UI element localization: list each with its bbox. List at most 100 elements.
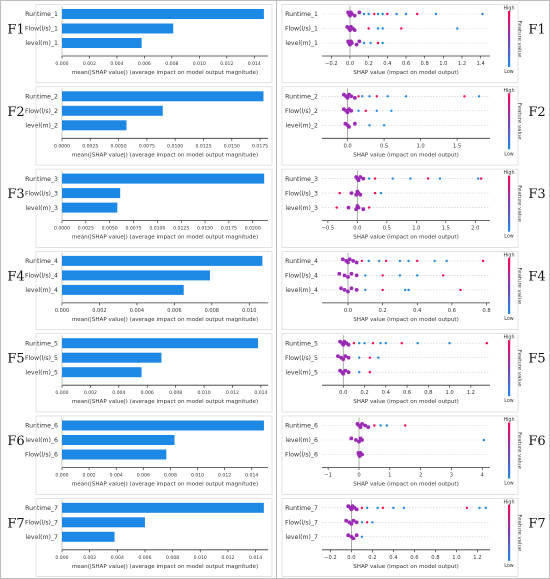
scatter-point — [382, 124, 386, 127]
bar-x-tick-label: 0.004 — [111, 555, 124, 561]
bar — [62, 23, 174, 34]
scatter-point — [442, 274, 445, 277]
panel-label-right: F7 — [528, 516, 545, 531]
bar-x-tick-label: 0.010 — [191, 473, 204, 479]
scatter-point — [373, 12, 376, 16]
scatter-point — [349, 12, 354, 16]
bar-x-tick-label: 0.000 — [55, 473, 68, 479]
scatter-x-tick-label: 1.0 — [416, 143, 424, 149]
bar-x-tick-label: 0.014 — [245, 473, 258, 479]
bar-x-tick-label: 0.002 — [83, 555, 96, 561]
scatter-point — [361, 176, 366, 181]
scatter-point — [352, 28, 357, 32]
scatter-point — [357, 39, 362, 44]
scatter-point — [369, 41, 372, 45]
bar-x-tick-label: 0.0075 — [125, 226, 141, 232]
bar-x-tick-label: 0.008 — [169, 390, 182, 396]
scatter-point — [463, 95, 466, 98]
scatter-x-tick-label: 0.4 — [389, 555, 398, 561]
scatter-point — [364, 288, 367, 292]
scatter-point — [356, 178, 361, 183]
scatter-point — [390, 109, 393, 113]
scatter-category-label: Flow(l/s)_4 — [285, 273, 318, 280]
scatter-category-label: level(m)_4 — [285, 287, 318, 294]
scatter-category-label: level(m)_7 — [285, 534, 318, 541]
scatter-point — [379, 191, 383, 195]
colorbar-high-label: High — [503, 88, 514, 94]
bar — [62, 517, 145, 528]
panel-label-left: F7 — [7, 516, 24, 531]
scatter-x-tick-label: 0.2 — [360, 390, 368, 396]
scatter-x-tick-label: 1.5 — [442, 226, 450, 232]
bar-x-axis-label: mean(|SHAP value|) (average impact on mo… — [72, 70, 258, 76]
scatter-point — [459, 288, 462, 292]
scatter-point — [349, 522, 354, 526]
scatter-point — [477, 95, 481, 98]
scatter-point — [384, 342, 387, 345]
scatter-point — [337, 271, 342, 276]
colorbar-axis-label: Feature value — [516, 185, 522, 222]
scatter-x-tick-label: 1.0 — [452, 555, 460, 561]
scatter-point — [395, 12, 398, 16]
scatter-point — [358, 175, 363, 179]
scatter-point — [368, 124, 371, 127]
scatter-point — [373, 424, 376, 427]
scatter-x-tick-label: 4 — [481, 473, 485, 479]
bar-x-tick-label: 0.0200 — [245, 226, 261, 232]
panel-label-left: F4 — [7, 269, 24, 284]
scatter-point — [375, 95, 378, 98]
scatter-category-label: Runtime_1 — [285, 11, 318, 18]
scatter-x-tick-label: 0.4 — [382, 390, 391, 396]
bar-x-tick-label: 0.002 — [83, 473, 96, 479]
scatter-category-label: Runtime_4 — [285, 258, 318, 265]
scatter-point — [379, 342, 382, 345]
scatter-panel-frame — [281, 86, 519, 166]
scatter-point — [360, 535, 364, 538]
colorbar-high-label: High — [503, 335, 514, 341]
scatter-point — [381, 27, 384, 30]
scatter-point — [346, 205, 351, 210]
scatter-point — [366, 425, 371, 429]
scatter-x-tick-label: 0.2 — [368, 555, 376, 561]
scatter-category-label: Flow(l/s)_1 — [285, 26, 318, 33]
scatter-point — [354, 42, 359, 47]
scatter-point — [364, 109, 368, 113]
bar-x-tick-label: 0.0025 — [82, 143, 98, 149]
scatter-x-tick-label: 1 — [388, 473, 391, 479]
scatter-point — [342, 288, 347, 292]
scatter-point — [481, 12, 484, 16]
scatter-point — [368, 371, 372, 374]
scatter-point — [376, 506, 379, 509]
scatter-point — [363, 342, 366, 345]
scatter-point — [368, 95, 371, 98]
scatter-point — [360, 259, 364, 263]
scatter-point — [362, 12, 366, 16]
colorbar-high-label: High — [503, 6, 514, 12]
panel-label-right: F2 — [528, 105, 545, 120]
bar-category-label: Runtime_3 — [25, 176, 58, 183]
scatter-point — [416, 259, 419, 263]
bar-panel-frame — [35, 4, 273, 84]
scatter-point — [485, 342, 489, 345]
scatter-point — [340, 257, 345, 262]
scatter-point — [384, 259, 388, 263]
scatter-point — [346, 260, 350, 265]
bar-x-tick-label: 0.0150 — [197, 226, 213, 232]
panel-label-right: F1 — [528, 23, 545, 38]
scatter-point — [357, 109, 360, 113]
scatter-point — [371, 342, 375, 345]
scatter-category-label: Flow(l/s)_2 — [285, 108, 318, 115]
bar-x-axis-label: mean(|SHAP value|) (average impact on mo… — [72, 152, 258, 158]
scatter-category-label: Runtime_5 — [285, 340, 318, 347]
scatter-point — [477, 177, 480, 180]
scatter-x-tick-label: −0.2 — [324, 555, 337, 561]
colorbar-low-label: Low — [504, 151, 514, 157]
bar-category-label: Flow(l/s)_6 — [25, 452, 58, 459]
scatter-point — [351, 259, 356, 263]
bar-x-tick-label: 0.006 — [167, 308, 181, 314]
bar-panel-frame — [35, 415, 273, 495]
bar-category-label: Flow(l/s)_7 — [25, 520, 58, 527]
scatter-point — [367, 206, 371, 209]
colorbar-high-label: High — [503, 170, 514, 176]
scatter-point — [349, 271, 354, 276]
